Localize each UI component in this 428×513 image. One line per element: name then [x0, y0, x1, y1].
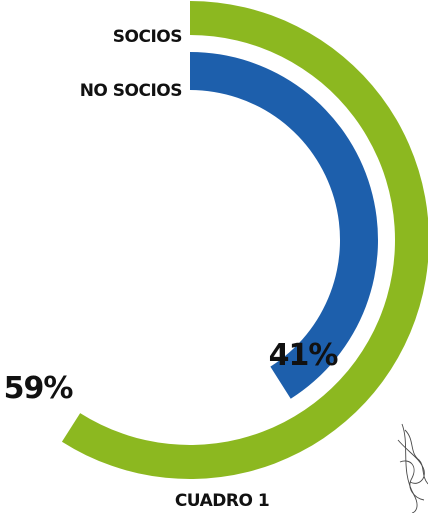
value-label-socios: 59%	[4, 371, 74, 406]
value-label-no-socios: 41%	[269, 338, 339, 373]
ring-bar-socios	[61, 1, 428, 479]
series-label-socios: SOCIOS	[113, 27, 182, 47]
signature-scribble	[397, 423, 428, 513]
ring-bar-no-socios	[190, 52, 378, 399]
chart-caption: CUADRO 1	[175, 491, 269, 511]
series-label-no-socios: NO SOCIOS	[80, 81, 182, 101]
chart-rings	[61, 1, 428, 479]
